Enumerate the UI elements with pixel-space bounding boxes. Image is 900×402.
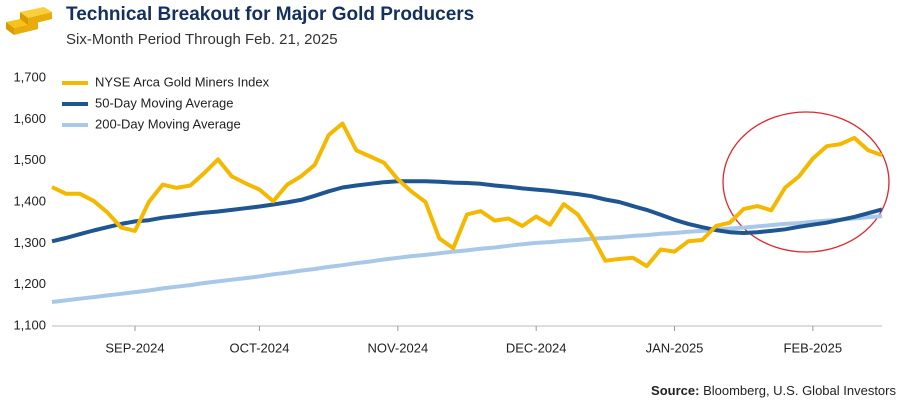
chart-title: Technical Breakout for Major Gold Produc… [66, 4, 474, 25]
y-tick-label: 1,600 [13, 111, 46, 126]
x-tick-label: NOV-2024 [367, 340, 428, 355]
series-line [51, 179, 883, 244]
legend-label: NYSE Arca Gold Miners Index [95, 74, 270, 89]
x-tick-label: OCT-2024 [230, 340, 290, 355]
y-tick-label: 1,300 [13, 235, 46, 250]
gold-bars-icon [6, 7, 52, 35]
highlight-circle [722, 111, 890, 253]
source: Source: Bloomberg, U.S. Global Investors [651, 383, 896, 398]
y-tick-label: 1,700 [13, 69, 46, 84]
x-tick-label: DEC-2024 [506, 340, 567, 355]
y-tick-label: 1,100 [13, 317, 46, 332]
y-tick-label: 1,400 [13, 193, 46, 208]
legend-label: 200-Day Moving Average [95, 116, 241, 131]
x-tick-label: SEP-2024 [105, 340, 164, 355]
series-line [51, 214, 883, 304]
x-tick-label: FEB-2025 [784, 340, 843, 355]
series-line [51, 121, 883, 269]
source-label: Source: [651, 383, 699, 398]
y-tick-label: 1,500 [13, 152, 46, 167]
chart-subtitle: Six-Month Period Through Feb. 21, 2025 [66, 31, 338, 48]
source-text: Bloomberg, U.S. Global Investors [703, 383, 896, 398]
legend-label: 50-Day Moving Average [95, 95, 234, 110]
y-tick-label: 1,200 [13, 276, 46, 291]
x-tick-label: JAN-2025 [646, 340, 704, 355]
